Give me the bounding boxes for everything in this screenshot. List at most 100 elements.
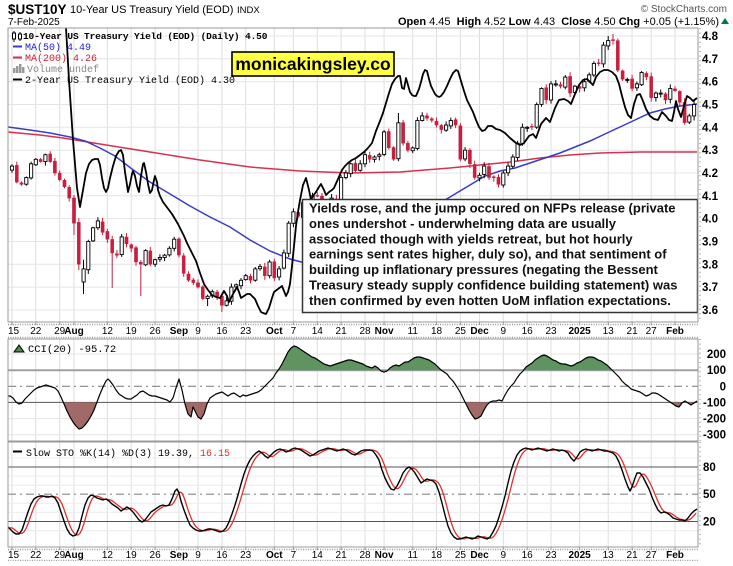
svg-text:7-Feb-2025: 7-Feb-2025 <box>8 17 60 28</box>
svg-text:200: 200 <box>707 349 726 361</box>
svg-text:Slow STO %K(14) %D(3) 19.39, 1: Slow STO %K(14) %D(3) 19.39, 16.15 <box>26 448 230 460</box>
svg-text:16: 16 <box>216 550 228 561</box>
svg-text:ones undershot - underwhelming: ones undershot - underwhelming data are … <box>309 216 617 231</box>
svg-text:16: 16 <box>522 550 534 561</box>
svg-text:9: 9 <box>195 326 201 337</box>
svg-text:4.4: 4.4 <box>702 122 719 134</box>
svg-text:15: 15 <box>8 326 20 337</box>
svg-text:18: 18 <box>431 550 443 561</box>
svg-text:4.8: 4.8 <box>702 31 719 43</box>
svg-text:11: 11 <box>408 326 419 337</box>
svg-text:2-Year US Treasury Yield (EOD): 2-Year US Treasury Yield (EOD) 4.30 <box>25 75 235 87</box>
svg-text:Aug: Aug <box>64 550 83 561</box>
svg-text:19: 19 <box>126 550 138 561</box>
svg-text:-200: -200 <box>703 414 726 426</box>
svg-text:50: 50 <box>703 489 716 501</box>
svg-text:12: 12 <box>102 326 114 337</box>
svg-text:-300: -300 <box>703 430 726 442</box>
svg-text:MA(50) 4.49: MA(50) 4.49 <box>25 42 91 54</box>
svg-text:3.9: 3.9 <box>702 237 718 249</box>
svg-text:19: 19 <box>126 326 138 337</box>
svg-text:9: 9 <box>501 550 507 561</box>
svg-text:27: 27 <box>646 326 658 337</box>
svg-text:4.0: 4.0 <box>702 214 718 226</box>
svg-text:3.7: 3.7 <box>702 282 718 294</box>
svg-text:14: 14 <box>312 550 324 561</box>
svg-text:9: 9 <box>501 326 507 337</box>
svg-text:Feb: Feb <box>666 326 684 337</box>
svg-text:Dec: Dec <box>470 326 489 337</box>
svg-text:9: 9 <box>195 550 201 561</box>
svg-text:$UST10Y: $UST10Y <box>8 2 67 17</box>
svg-text:28: 28 <box>359 550 371 561</box>
svg-text:16: 16 <box>216 326 228 337</box>
svg-text:21: 21 <box>627 550 639 561</box>
svg-text:20: 20 <box>703 517 716 529</box>
svg-text:23: 23 <box>545 550 557 561</box>
svg-text:3.8: 3.8 <box>702 259 719 271</box>
svg-text:Oct: Oct <box>266 550 283 561</box>
svg-text:23: 23 <box>240 550 252 561</box>
svg-text:Treasury steady supply confide: Treasury steady supply confidence buildi… <box>309 278 677 293</box>
svg-text:13: 13 <box>603 326 615 337</box>
svg-text:13: 13 <box>603 550 615 561</box>
svg-text:29: 29 <box>54 326 66 337</box>
svg-text:MA(200) 4.26: MA(200) 4.26 <box>25 53 97 65</box>
svg-text:2025: 2025 <box>568 550 591 561</box>
svg-text:21: 21 <box>336 550 348 561</box>
svg-text:earnings sent rates higher, du: earnings sent rates higher, duly so), an… <box>309 247 667 262</box>
svg-text:Sep: Sep <box>170 326 188 337</box>
svg-text:80: 80 <box>703 462 716 474</box>
svg-text:4.3: 4.3 <box>702 145 718 157</box>
svg-text:Oct: Oct <box>266 326 283 337</box>
svg-text:-100: -100 <box>703 397 726 409</box>
svg-text:10-Year US Treasury Yield (EOD: 10-Year US Treasury Yield (EOD) (Daily) … <box>23 31 268 42</box>
svg-text:14: 14 <box>312 326 324 337</box>
svg-text:7: 7 <box>291 550 297 561</box>
svg-text:16: 16 <box>522 326 534 337</box>
svg-text:12: 12 <box>102 550 114 561</box>
svg-text:0: 0 <box>720 381 726 393</box>
svg-text:2025: 2025 <box>568 326 591 337</box>
svg-text:100: 100 <box>707 365 726 377</box>
svg-text:4.5: 4.5 <box>702 100 719 112</box>
svg-text:INDX: INDX <box>237 5 260 16</box>
svg-text:10-Year US Treasury Yield (EOD: 10-Year US Treasury Yield (EOD) <box>70 4 233 16</box>
svg-text:then confirmed by even hotten: then confirmed by even hotten UoM inflat… <box>309 293 671 308</box>
svg-text:Open 4.45 High 4.52 Low 4.43: Open 4.45 High 4.52 Low 4.43 Close 4.50 … <box>398 16 719 28</box>
svg-text:4.7: 4.7 <box>702 54 718 66</box>
svg-text:Feb: Feb <box>666 550 684 561</box>
svg-text:15: 15 <box>8 550 20 561</box>
svg-text:CCI(20) -95.72: CCI(20) -95.72 <box>28 344 116 356</box>
svg-text:23: 23 <box>240 326 252 337</box>
svg-text:4.6: 4.6 <box>702 77 718 89</box>
svg-text:26: 26 <box>150 326 162 337</box>
svg-text:Sep: Sep <box>170 550 188 561</box>
svg-text:© StockCharts.com: © StockCharts.com <box>641 4 727 15</box>
svg-text:22: 22 <box>30 326 42 337</box>
svg-text:22: 22 <box>30 550 42 561</box>
svg-text:21: 21 <box>627 326 639 337</box>
svg-text:21: 21 <box>336 326 348 337</box>
svg-text:building up inflationary press: building up inflationary pressures (nega… <box>309 262 659 277</box>
svg-text:7: 7 <box>291 326 297 337</box>
svg-text:26: 26 <box>150 550 162 561</box>
svg-text:27: 27 <box>646 550 658 561</box>
svg-text:29: 29 <box>54 550 66 561</box>
svg-text:Nov: Nov <box>375 550 394 561</box>
svg-text:25: 25 <box>455 326 467 337</box>
svg-text:Aug: Aug <box>64 326 83 337</box>
svg-text:23: 23 <box>545 326 557 337</box>
svg-text:3.6: 3.6 <box>702 305 718 317</box>
svg-text:Nov: Nov <box>375 326 394 337</box>
svg-text:monicakingsley.co: monicakingsley.co <box>235 54 390 74</box>
svg-text:4.2: 4.2 <box>702 168 718 180</box>
svg-text:associated though with yields: associated though with yields retreat, b… <box>309 231 633 246</box>
svg-text:18: 18 <box>431 326 443 337</box>
svg-text:4.1: 4.1 <box>702 191 719 203</box>
svg-text:Yields rose, and the jump occu: Yields rose, and the jump occured on NFP… <box>309 201 676 216</box>
svg-text:Dec: Dec <box>470 550 489 561</box>
svg-text:25: 25 <box>455 550 467 561</box>
svg-text:28: 28 <box>359 326 371 337</box>
svg-text:Volume undef: Volume undef <box>27 64 99 76</box>
